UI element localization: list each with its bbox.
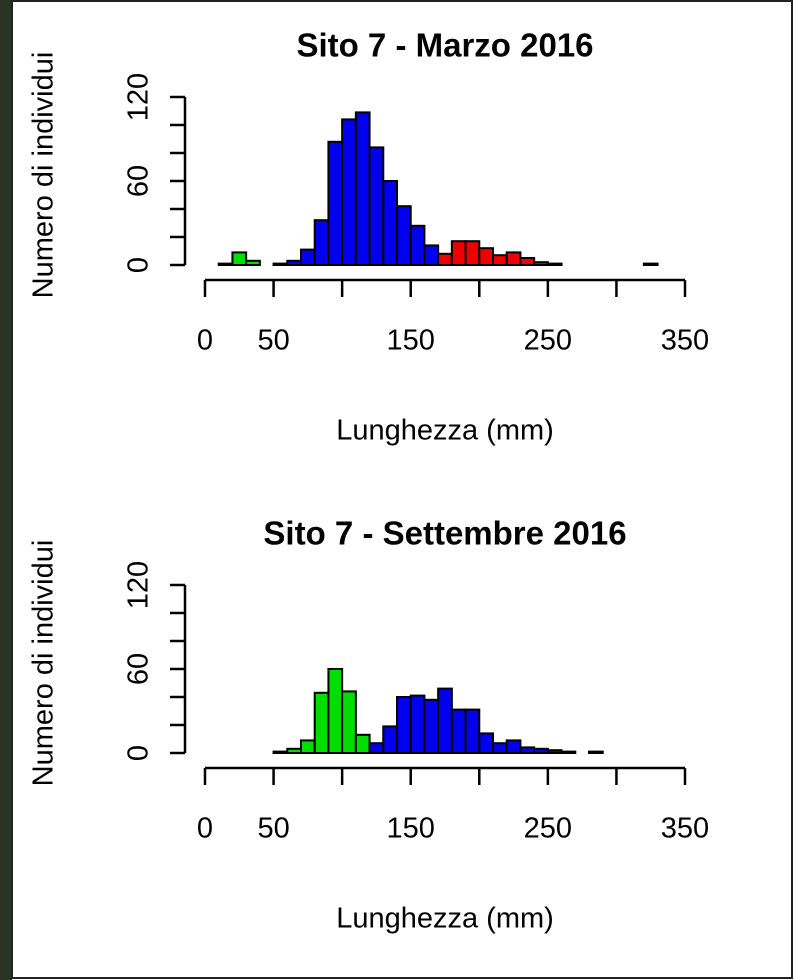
bar — [368, 742, 385, 755]
y-tick-label: 120 — [123, 73, 155, 121]
bar — [450, 708, 467, 754]
bar — [437, 687, 453, 754]
x-tick-label: 250 — [524, 325, 572, 357]
bar — [519, 746, 536, 755]
bar — [341, 118, 357, 267]
bar — [464, 708, 481, 754]
y-tick-label: 60 — [123, 165, 155, 197]
frame — [11, 0, 793, 979]
x-tick-label: 150 — [387, 325, 435, 357]
bar — [396, 205, 412, 266]
bar — [505, 739, 522, 755]
bar — [396, 696, 412, 754]
bar — [272, 262, 289, 267]
bar — [478, 247, 494, 266]
bar — [533, 747, 549, 754]
bar — [327, 668, 344, 754]
bar — [560, 750, 577, 754]
y-tick-label: 0 — [123, 257, 155, 273]
bar — [327, 140, 344, 266]
bar — [231, 251, 248, 266]
y-tick-label: 60 — [123, 653, 155, 685]
bar — [313, 219, 330, 266]
y-tick-label: 120 — [123, 561, 155, 609]
bar — [546, 262, 563, 267]
x-tick-label: 350 — [661, 325, 709, 357]
bar — [272, 750, 289, 754]
bar — [492, 742, 508, 755]
bar — [354, 733, 371, 754]
bar — [450, 240, 467, 266]
bar — [409, 694, 426, 754]
chart-title: Sito 7 - Marzo 2016 — [296, 27, 593, 64]
x-tick-label: 50 — [257, 813, 289, 845]
bar — [300, 248, 316, 267]
bar — [478, 732, 494, 755]
bar — [437, 252, 453, 267]
bar — [533, 261, 549, 267]
bar — [423, 244, 440, 266]
x-tick-label: 150 — [387, 813, 435, 845]
bar — [368, 146, 385, 266]
x-axis-label: Lunghezza (mm) — [336, 903, 554, 935]
bar — [341, 690, 357, 755]
x-tick-label: 350 — [661, 813, 709, 845]
bar — [245, 259, 261, 266]
bar — [354, 111, 371, 267]
bar — [300, 739, 316, 755]
bar — [382, 725, 398, 755]
bar — [464, 240, 481, 266]
x-tick-label: 50 — [257, 325, 289, 357]
x-tick-label: 250 — [524, 813, 572, 845]
bar — [642, 262, 659, 267]
bar — [423, 698, 440, 754]
y-tick-label: 0 — [123, 745, 155, 761]
x-axis-label: Lunghezza (mm) — [336, 415, 554, 447]
y-axis-label: Numero di individui — [28, 540, 60, 787]
bar — [519, 257, 536, 266]
bar — [546, 749, 563, 755]
bar — [286, 747, 302, 754]
bar — [382, 180, 398, 266]
chart-title: Sito 7 - Settembre 2016 — [263, 515, 626, 552]
bar — [409, 224, 426, 267]
y-axis-label: Numero di individui — [28, 52, 60, 299]
bar — [588, 750, 604, 754]
bar — [492, 254, 508, 266]
x-tick-label: 0 — [197, 325, 213, 357]
x-tick-label: 0 — [197, 813, 213, 845]
bar — [217, 262, 234, 267]
bar — [313, 691, 330, 754]
bar — [505, 251, 522, 266]
bar — [286, 259, 302, 266]
background-strip — [0, 0, 12, 980]
